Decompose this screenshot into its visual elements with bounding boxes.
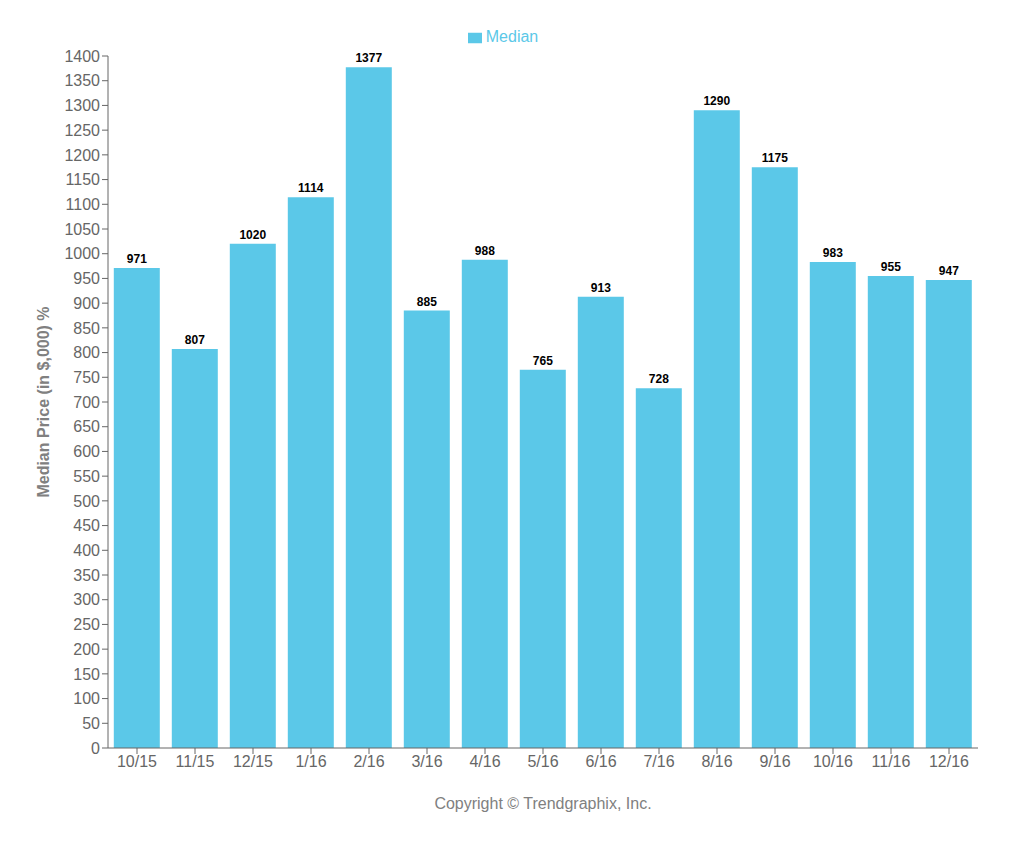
svg-text:150: 150	[73, 666, 100, 683]
svg-text:988: 988	[475, 244, 495, 258]
svg-text:950: 950	[73, 270, 100, 287]
svg-text:12/16: 12/16	[929, 753, 969, 770]
svg-text:11/16: 11/16	[872, 753, 911, 770]
svg-text:955: 955	[881, 260, 901, 274]
svg-text:350: 350	[73, 567, 100, 584]
svg-text:1114: 1114	[298, 181, 324, 195]
svg-text:0: 0	[91, 740, 100, 757]
svg-text:1300: 1300	[64, 97, 100, 114]
svg-text:1050: 1050	[64, 221, 100, 238]
svg-text:9/16: 9/16	[759, 753, 790, 770]
svg-text:1175: 1175	[762, 151, 788, 165]
svg-text:750: 750	[73, 369, 100, 386]
svg-text:885: 885	[417, 295, 437, 309]
svg-text:800: 800	[73, 344, 100, 361]
svg-text:Copyright © Trendgraphix, Inc.: Copyright © Trendgraphix, Inc.	[434, 795, 651, 812]
svg-text:1000: 1000	[64, 245, 100, 262]
svg-text:1350: 1350	[64, 72, 100, 89]
svg-text:765: 765	[533, 354, 553, 368]
svg-text:650: 650	[73, 418, 100, 435]
svg-text:600: 600	[73, 443, 100, 460]
svg-text:900: 900	[73, 295, 100, 312]
svg-text:4/16: 4/16	[469, 753, 500, 770]
svg-text:850: 850	[73, 320, 100, 337]
svg-text:6/16: 6/16	[585, 753, 616, 770]
svg-text:450: 450	[73, 517, 100, 534]
svg-text:2/16: 2/16	[353, 753, 384, 770]
svg-text:7/16: 7/16	[643, 753, 674, 770]
svg-text:300: 300	[73, 591, 100, 608]
svg-text:728: 728	[649, 372, 669, 386]
svg-text:1100: 1100	[66, 196, 101, 213]
svg-text:1400: 1400	[64, 48, 100, 65]
svg-text:400: 400	[73, 542, 100, 559]
svg-text:913: 913	[591, 281, 611, 295]
svg-text:700: 700	[73, 394, 100, 411]
svg-text:8/16: 8/16	[701, 753, 732, 770]
svg-text:200: 200	[73, 641, 100, 658]
svg-text:12/15: 12/15	[233, 753, 273, 770]
html-text:Median: Median	[485, 28, 539, 45]
svg-text:Median Price (in $,000) %: Median Price (in $,000) %	[35, 306, 52, 497]
svg-text:250: 250	[73, 616, 100, 633]
svg-text:1/16: 1/16	[295, 753, 326, 770]
svg-text:500: 500	[73, 493, 100, 510]
svg-text:1150: 1150	[66, 171, 101, 188]
svg-text:1200: 1200	[64, 147, 100, 164]
svg-text:10/16: 10/16	[813, 753, 853, 770]
svg-text:1377: 1377	[355, 51, 382, 65]
svg-text:1020: 1020	[239, 228, 266, 242]
svg-text:100: 100	[73, 690, 100, 707]
svg-text:11/15: 11/15	[176, 753, 215, 770]
svg-text:807: 807	[185, 333, 205, 347]
svg-text:983: 983	[823, 246, 843, 260]
svg-text:3/16: 3/16	[411, 753, 442, 770]
svg-text:1290: 1290	[703, 94, 730, 108]
svg-text:550: 550	[73, 468, 100, 485]
svg-text:1250: 1250	[64, 122, 100, 139]
svg-text:50: 50	[82, 715, 100, 732]
svg-text:10/15: 10/15	[117, 753, 157, 770]
svg-text:5/16: 5/16	[527, 753, 558, 770]
svg-text:971: 971	[127, 252, 147, 266]
svg-text:947: 947	[939, 264, 959, 278]
